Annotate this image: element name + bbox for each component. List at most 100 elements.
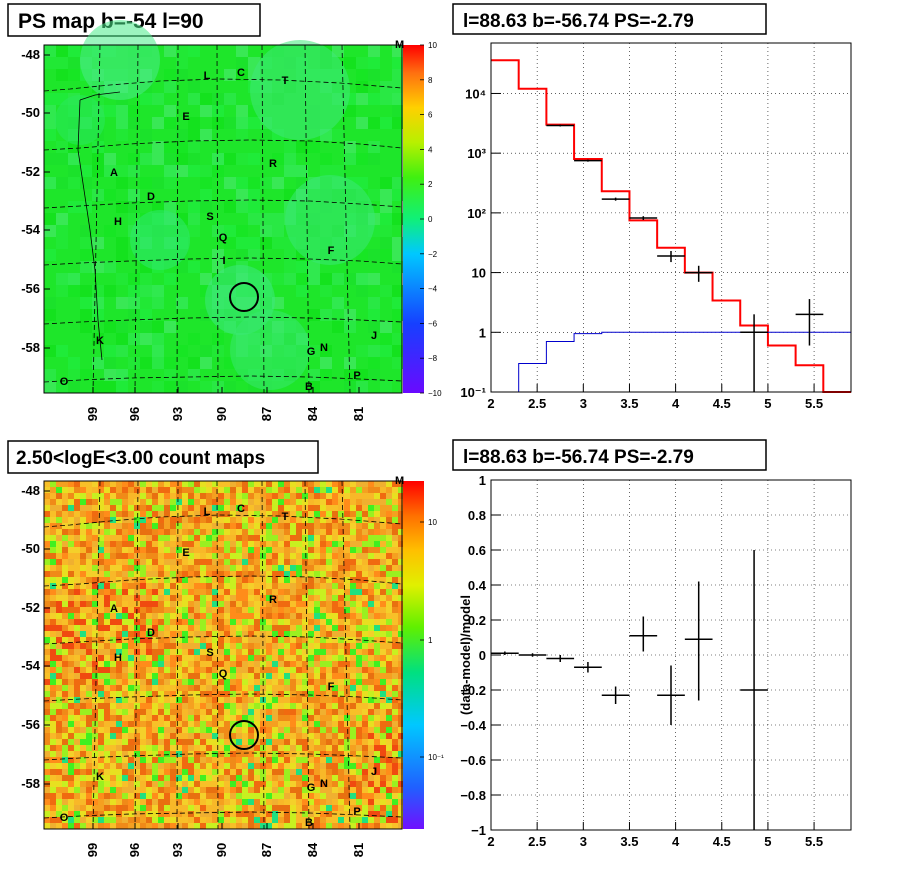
ps-map-texture-cell xyxy=(152,117,164,129)
count-map-pixel xyxy=(254,703,260,709)
count-map-pixel xyxy=(218,601,224,607)
count-map-pixel xyxy=(182,565,188,571)
count-map-pixel xyxy=(344,493,350,499)
count-map-pixel xyxy=(218,667,224,673)
count-map-pixel xyxy=(104,541,110,547)
count-map-pixel xyxy=(116,487,122,493)
count-map-pixel xyxy=(56,787,62,793)
count-map-pixel xyxy=(224,817,230,823)
count-map-pixel xyxy=(290,529,296,535)
count-map-pixel xyxy=(266,637,272,643)
count-map-pixel xyxy=(320,631,326,637)
count-map-pixel xyxy=(98,805,104,811)
ps-map-texture-cell xyxy=(164,45,176,57)
ps-map-texture-cell xyxy=(164,69,176,81)
count-map-pixel xyxy=(116,817,122,823)
count-map-pixel xyxy=(320,499,326,505)
map-source-label: L xyxy=(204,70,211,82)
count-map-pixel xyxy=(338,805,344,811)
ps-map-texture-cell xyxy=(224,225,236,237)
count-map-pixel xyxy=(176,799,182,805)
count-map-pixel xyxy=(380,799,386,805)
ps-map-texture-cell xyxy=(152,321,164,333)
count-map-pixel xyxy=(338,691,344,697)
count-map-pixel xyxy=(368,775,374,781)
count-map-pixel xyxy=(260,805,266,811)
ps-map-texture-cell xyxy=(392,105,404,117)
count-map-pixel xyxy=(62,571,68,577)
count-map-pixel xyxy=(74,823,80,829)
count-map-pixel xyxy=(92,493,98,499)
count-map-pixel xyxy=(242,619,248,625)
count-map-pixel xyxy=(80,637,86,643)
count-map-pixel xyxy=(260,559,266,565)
count-map-pixel xyxy=(386,637,392,643)
count-map-pixel xyxy=(170,613,176,619)
count-map-pixel xyxy=(392,493,398,499)
count-map-pixel xyxy=(188,499,194,505)
residual-data-point xyxy=(657,665,685,725)
count-map-pixel xyxy=(170,799,176,805)
count-map-pixel xyxy=(98,757,104,763)
count-map-pixel xyxy=(164,571,170,577)
count-map-pixel xyxy=(344,691,350,697)
count-map-pixel xyxy=(74,613,80,619)
count-map-pixel xyxy=(128,739,134,745)
count-map-pixel xyxy=(344,481,350,487)
count-map-pixel xyxy=(200,763,206,769)
count-map-pixel xyxy=(248,625,254,631)
count-map-pixel xyxy=(212,487,218,493)
spectrum-plot-area[interactable] xyxy=(491,43,851,392)
count-map-pixel xyxy=(44,751,50,757)
count-map-pixel xyxy=(116,481,122,487)
count-map-pixel xyxy=(248,781,254,787)
ps-map-texture-cell xyxy=(308,261,320,273)
count-map-pixel xyxy=(272,769,278,775)
count-map-pixel xyxy=(50,643,56,649)
count-map-pixel xyxy=(350,775,356,781)
ps-map-texture-cell xyxy=(368,297,380,309)
count-map-pixel xyxy=(326,757,332,763)
count-map-pixel xyxy=(146,553,152,559)
count-map-pixel xyxy=(68,559,74,565)
count-map-pixel xyxy=(266,805,272,811)
count-map-pixel xyxy=(368,799,374,805)
count-map-pixel xyxy=(56,673,62,679)
ps-map-texture-cell xyxy=(236,57,248,69)
count-map-pixel xyxy=(62,691,68,697)
count-map-pixel xyxy=(338,817,344,823)
count-map-pixel xyxy=(236,709,242,715)
count-map-pixel xyxy=(218,823,224,829)
count-map-pixel xyxy=(338,571,344,577)
count-map-pixel xyxy=(398,613,404,619)
count-map-pixel xyxy=(398,721,404,727)
count-map-pixel xyxy=(278,505,284,511)
count-map-pixel xyxy=(110,673,116,679)
count-map-pixel xyxy=(104,697,110,703)
count-map-pixel xyxy=(326,751,332,757)
count-map-pixel xyxy=(110,745,116,751)
ps-map-texture-cell xyxy=(104,345,116,357)
count-map-pixel xyxy=(122,739,128,745)
count-map-pixel xyxy=(98,703,104,709)
count-map-pixel xyxy=(308,787,314,793)
count-map-pixel xyxy=(194,649,200,655)
count-map-pixel xyxy=(206,811,212,817)
count-map-pixel xyxy=(152,553,158,559)
count-map-pixel xyxy=(230,571,236,577)
count-map-pixel xyxy=(92,487,98,493)
count-map-pixel xyxy=(398,769,404,775)
count-map-pixel xyxy=(122,565,128,571)
count-map-pixel xyxy=(218,781,224,787)
count-map-pixel xyxy=(386,805,392,811)
count-map-pixel xyxy=(356,739,362,745)
count-map-pixel xyxy=(362,553,368,559)
count-map-pixel xyxy=(170,529,176,535)
count-map-pixel xyxy=(200,673,206,679)
count-map-pixel xyxy=(128,595,134,601)
count-map-pixel xyxy=(200,547,206,553)
count-map-pixel xyxy=(44,805,50,811)
count-map-pixel xyxy=(212,697,218,703)
count-map-pixel xyxy=(290,517,296,523)
